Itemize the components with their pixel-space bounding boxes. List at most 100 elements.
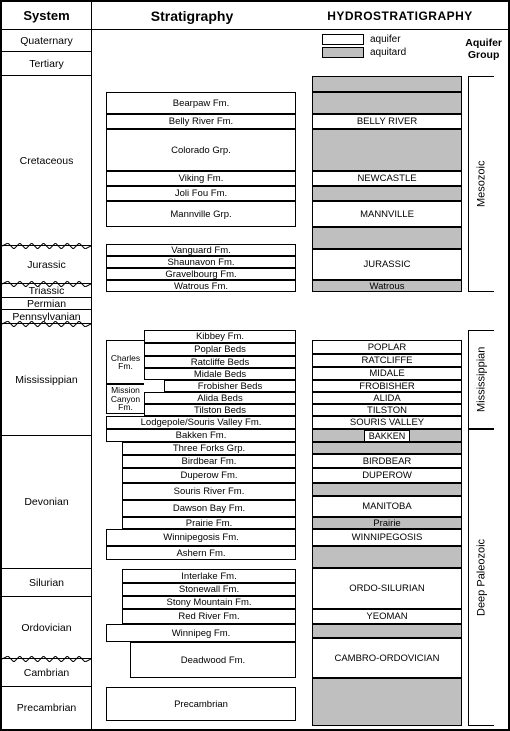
hydro-unit (312, 227, 462, 249)
hydro-unit (312, 442, 462, 454)
hydro-unit: BIRDBEAR (312, 454, 462, 468)
strat-unit: Watrous Fm. (106, 280, 296, 292)
aquifer-group-line2: Group (465, 50, 502, 62)
hydro-unit (312, 483, 462, 496)
strat-unit: Gravelbourg Fm. (106, 268, 296, 280)
hydro-unit: Prairie (312, 517, 462, 529)
system-cell: Cambrian (2, 659, 91, 687)
system-cell: Mississippian (2, 324, 91, 436)
strat-unit: Alida Beds (144, 392, 296, 404)
unconformity-line (2, 243, 91, 249)
stratigraphy-chart: System Stratigraphy HYDROSTRATIGRAPHY Qu… (0, 0, 510, 731)
legend-aquifer: aquifer (322, 34, 452, 45)
strat-unit: Red River Fm. (122, 609, 296, 624)
hydro-unit: DUPEROW (312, 468, 462, 483)
swatch-aquitard (322, 47, 364, 58)
hydro-unit: RATCLIFFE (312, 354, 462, 367)
hydro-unit: NEWCASTLE (312, 171, 462, 186)
strat-unit: Bakken Fm. (106, 429, 296, 442)
strat-group-label: MissionCanyonFm. (106, 384, 144, 414)
strat-unit: Frobisher Beds (164, 380, 296, 392)
legend-aquifer-label: aquifer (370, 34, 401, 45)
hydro-unit: WINNIPEGOSIS (312, 529, 462, 546)
strat-unit: Interlake Fm. (122, 569, 296, 583)
hydro-unit: SOURIS VALLEY (312, 416, 462, 429)
hydro-unit: BAKKEN (312, 429, 462, 442)
strat-unit: Stonewall Fm. (122, 583, 296, 596)
hydro-unit (312, 92, 462, 114)
strat-group-label: CharlesFm. (106, 340, 144, 384)
system-cell: Precambrian (2, 687, 91, 729)
strat-unit: Duperow Fm. (122, 468, 296, 483)
hydro-unit: MANITOBA (312, 496, 462, 517)
strat-unit: Bearpaw Fm. (106, 92, 296, 114)
strat-unit: Mannville Grp. (106, 201, 296, 227)
strat-unit: Poplar Beds (144, 343, 296, 356)
system-cell: Ordovician (2, 597, 91, 659)
legend-aquitard: aquitard (322, 47, 452, 58)
header-hydro: HYDROSTRATIGRAPHY (292, 2, 508, 29)
strat-unit: Dawson Bay Fm. (122, 500, 296, 517)
strat-unit: Deadwood Fm. (130, 642, 296, 678)
strat-unit: Midale Beds (144, 368, 296, 380)
system-cell: Quaternary (2, 30, 91, 52)
hydro-unit: BELLY RIVER (312, 114, 462, 129)
aquifer-group-line1: Aquifer (465, 38, 502, 50)
legend: aquifer aquitard (322, 34, 452, 60)
header-system: System (2, 2, 92, 29)
aquifer-group-label: Aquifer Group (465, 38, 502, 61)
hydro-unit: YEOMAN (312, 609, 462, 624)
system-cell: Silurian (2, 569, 91, 597)
aquifer-group: Deep Paleozoic (468, 429, 494, 726)
hydro-unit (312, 546, 462, 568)
strat-unit: Winnipeg Fm. (106, 624, 296, 642)
hydro-unit (312, 186, 462, 201)
unconformity-line (2, 656, 91, 662)
main-column: aquifer aquitard Aquifer Group Bearpaw F… (92, 30, 508, 729)
hydro-unit: CAMBRO-ORDOVICIAN (312, 638, 462, 678)
strat-unit: Birdbear Fm. (122, 455, 296, 468)
strat-unit: Viking Fm. (106, 171, 296, 186)
strat-unit: Prairie Fm. (122, 517, 296, 529)
strat-unit: Ratcliffe Beds (144, 356, 296, 368)
header-row: System Stratigraphy HYDROSTRATIGRAPHY (2, 2, 508, 30)
strat-unit: Souris River Fm. (122, 483, 296, 500)
hydro-unit (312, 678, 462, 726)
strat-unit: Colorado Grp. (106, 129, 296, 171)
hydro-unit: FROBISHER (312, 380, 462, 392)
system-cell: Cretaceous (2, 76, 91, 246)
strat-unit: Belly River Fm. (106, 114, 296, 129)
hydro-unit: Watrous (312, 280, 462, 292)
hydro-unit: TILSTON (312, 404, 462, 416)
hydro-unit (312, 129, 462, 171)
system-cell: Permian (2, 298, 91, 310)
strat-unit: Shaunavon Fm. (106, 256, 296, 268)
header-strat: Stratigraphy (92, 2, 292, 29)
chart-body: QuaternaryTertiaryCretaceousJurassicTria… (2, 30, 508, 729)
strat-unit: Ashern Fm. (106, 546, 296, 560)
strat-unit: Precambrian (106, 687, 296, 721)
strat-unit: Joli Fou Fm. (106, 186, 296, 201)
strat-unit: Winnipegosis Fm. (106, 529, 296, 546)
strat-unit: Three Forks Grp. (122, 442, 296, 455)
strat-unit: Stony Mountain Fm. (122, 596, 296, 609)
system-cell: Tertiary (2, 52, 91, 76)
unconformity-line (2, 281, 91, 287)
hydro-unit: POPLAR (312, 340, 462, 354)
strat-unit: Lodgepole/Souris Valley Fm. (106, 416, 296, 429)
hydro-unit (312, 76, 462, 92)
strat-unit: Vanguard Fm. (106, 244, 296, 256)
legend-aquitard-label: aquitard (370, 47, 406, 58)
system-column: QuaternaryTertiaryCretaceousJurassicTria… (2, 30, 92, 729)
swatch-aquifer (322, 34, 364, 45)
strat-unit: Kibbey Fm. (144, 330, 296, 343)
unconformity-line (2, 321, 91, 327)
hydro-unit-label: BAKKEN (364, 430, 411, 442)
system-cell: Devonian (2, 436, 91, 569)
hydro-unit (312, 624, 462, 638)
hydro-unit: ALIDA (312, 392, 462, 404)
aquifer-group: Mesozoic (468, 76, 494, 292)
hydro-unit: MIDALE (312, 367, 462, 380)
aquifer-group: Mississippian (468, 330, 494, 429)
strat-unit: Tilston Beds (144, 404, 296, 416)
